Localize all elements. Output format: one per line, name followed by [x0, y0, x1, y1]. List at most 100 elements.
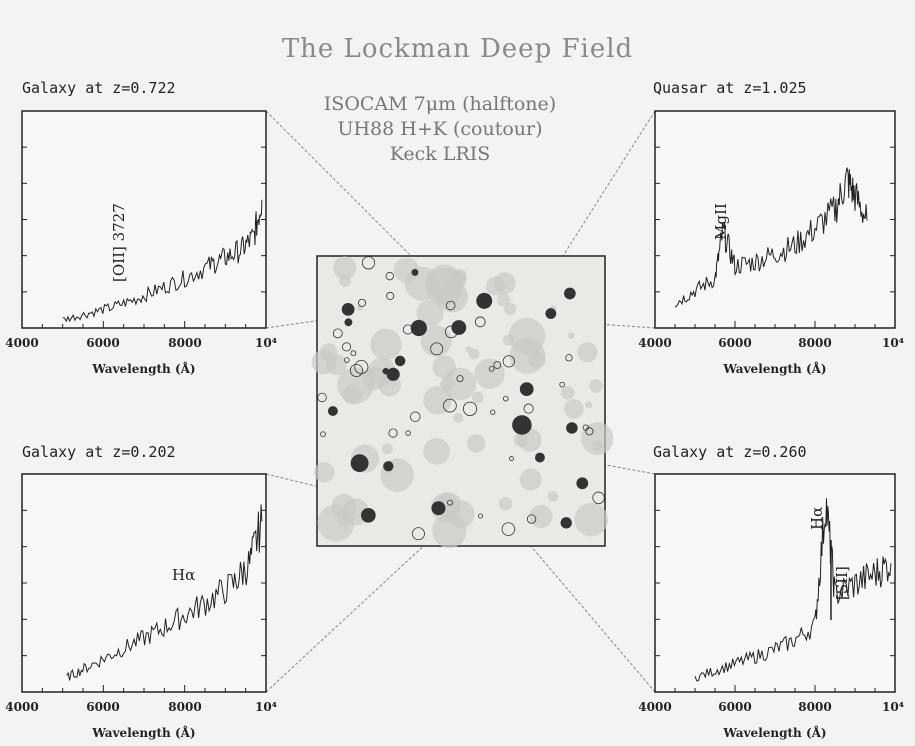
- source-blob: [564, 287, 576, 300]
- source-blob: [566, 422, 578, 434]
- source-blob: [360, 507, 376, 523]
- source-blob: [350, 454, 369, 473]
- halftone-blob: [585, 401, 593, 409]
- source-blob: [519, 382, 534, 396]
- tick-label: 10⁴: [255, 700, 277, 714]
- annotation-oii: [OII] 3727: [110, 203, 128, 282]
- contour-ring: [592, 491, 605, 504]
- halftone-blob: [467, 434, 486, 453]
- halftone-blob: [425, 264, 463, 302]
- spectrum-line: [66, 504, 263, 681]
- halftone-blob: [547, 491, 559, 502]
- contour-ring: [474, 316, 486, 328]
- halftone-blob: [381, 443, 393, 455]
- spectrum-frame: [21, 473, 267, 693]
- annotation-mgii: MgII: [712, 203, 730, 240]
- contour-ring: [388, 428, 398, 438]
- contour-ring: [385, 272, 394, 281]
- xlabel-bottom-left: Wavelength (Å): [92, 726, 196, 740]
- contour-ring: [410, 411, 421, 422]
- halftone-blob: [453, 413, 464, 423]
- contour-ring: [405, 430, 411, 436]
- contour-ring: [559, 381, 565, 388]
- halftone-blob: [589, 379, 603, 393]
- source-blob: [386, 367, 400, 381]
- tick-label: 10⁴: [882, 336, 904, 350]
- contour-ring: [490, 409, 496, 415]
- contour-ring: [585, 427, 594, 436]
- contour-ring: [526, 514, 537, 524]
- contour-ring: [502, 355, 515, 368]
- contour-ring: [565, 354, 573, 362]
- halftone-blob: [498, 497, 513, 511]
- contour-ring: [320, 431, 326, 438]
- source-blob: [534, 452, 545, 463]
- halftone-blob: [393, 257, 420, 283]
- contour-ring: [444, 325, 458, 339]
- panel-title-top-right: Quasar at z=1.025: [653, 79, 807, 97]
- halftone-blob: [574, 502, 608, 537]
- contour-ring: [357, 298, 367, 307]
- tick-label: 6000: [718, 700, 752, 714]
- halftone-blob: [564, 399, 584, 419]
- source-blob: [411, 269, 419, 276]
- source-blob: [327, 406, 338, 416]
- contour-ring: [341, 342, 352, 352]
- contour-ring: [430, 342, 444, 356]
- spectrum-line: [62, 199, 263, 323]
- annotation-halpha: Hα: [172, 566, 196, 584]
- tick-label: 8000: [168, 700, 202, 714]
- tick-label: 10⁴: [882, 700, 904, 714]
- halftone-blob: [314, 462, 335, 483]
- subtitle-line-2: UH88 H+K (coutour): [337, 118, 543, 140]
- tick-label: 6000: [86, 336, 120, 350]
- source-blob: [382, 367, 389, 375]
- contour-ring: [350, 350, 357, 357]
- halftone-blob: [471, 391, 484, 404]
- tick-label: 6000: [86, 700, 120, 714]
- halftone-blob: [416, 299, 444, 327]
- tick-label: 8000: [798, 336, 832, 350]
- contour-ring: [501, 522, 516, 536]
- source-blob: [560, 517, 572, 529]
- spectrum-line: [674, 167, 868, 308]
- contour-ring: [488, 365, 495, 372]
- contour-ring: [502, 395, 509, 402]
- halftone-blob: [567, 332, 575, 339]
- tick-label: 4000: [638, 336, 672, 350]
- tick-label: 4000: [638, 700, 672, 714]
- halftone-blob: [591, 439, 603, 451]
- xlabel-top-left: Wavelength (Å): [92, 362, 196, 376]
- halftone-blob: [423, 386, 452, 415]
- tick-label: 6000: [718, 336, 752, 350]
- contour-ring: [411, 527, 425, 541]
- tick-label: 8000: [798, 700, 832, 714]
- figure-title: The Lockman Deep Field: [281, 34, 634, 64]
- subtitle-line-1: ISOCAM 7μm (halftone): [323, 93, 557, 115]
- contour-ring: [456, 375, 464, 383]
- halftone-blob: [529, 504, 553, 529]
- panel-title-bottom-right: Galaxy at z=0.260: [653, 443, 807, 461]
- connector-line: [265, 299, 461, 329]
- halftone-blob: [432, 513, 467, 549]
- panel-title-top-left: Galaxy at z=0.722: [22, 79, 176, 97]
- source-blob: [512, 415, 532, 435]
- halftone-blob: [432, 355, 456, 379]
- halftone-blob: [514, 432, 529, 447]
- connector-line: [529, 544, 656, 693]
- panel-title-bottom-left: Galaxy at z=0.202: [22, 443, 176, 461]
- contour-ring: [509, 456, 514, 462]
- halftone-blob: [509, 338, 546, 374]
- source-blob: [431, 501, 446, 516]
- source-blob: [344, 318, 353, 327]
- contour-ring: [582, 424, 589, 431]
- halftone-blob: [423, 437, 450, 465]
- contour-ring: [386, 291, 395, 300]
- source-blob: [545, 308, 557, 319]
- tick-label: 4000: [5, 700, 39, 714]
- contour-ring: [477, 513, 483, 519]
- contour-ring: [447, 499, 453, 506]
- contour-ring: [462, 401, 478, 416]
